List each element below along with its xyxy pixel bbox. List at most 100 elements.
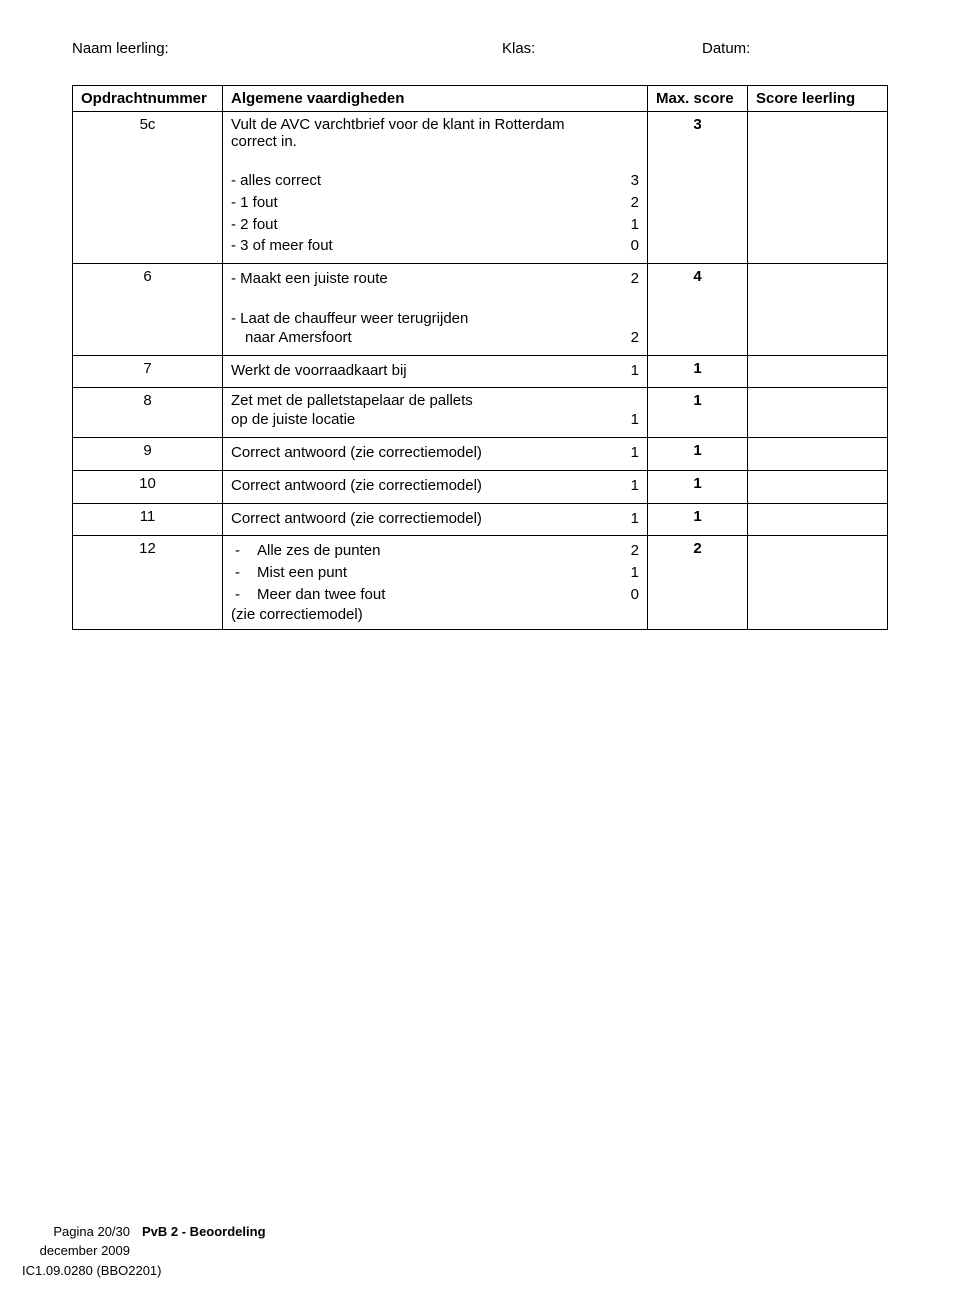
table-row: 8 Zet met de palletstapelaar de pallets … <box>73 388 888 438</box>
cell-empty <box>73 156 223 264</box>
table-header-row: Opdrachtnummer Algemene vaardigheden Max… <box>73 86 888 112</box>
footer-date: december 2009 <box>22 1241 142 1261</box>
cell-score <box>748 470 888 503</box>
footer-title: PvB 2 - Beoordeling <box>142 1222 266 1242</box>
sub-row: naar Amersfoort 2 <box>231 327 639 349</box>
cell-maxscore: 3 <box>648 112 748 157</box>
sub-text: op de juiste locatie <box>231 409 593 431</box>
sub-num: 2 <box>593 192 639 214</box>
sub-text: - 2 fout <box>231 214 593 236</box>
table-row: 10 Correct antwoord (zie correctiemodel)… <box>73 470 888 503</box>
sub-row: Werkt de voorraadkaart bij 1 <box>231 360 639 382</box>
table-row: - alles correct3 - 1 fout2 - 2 fout1 - 3… <box>73 156 888 264</box>
bullet-row: - Mist een punt 1 <box>231 562 639 584</box>
cell-score <box>748 388 888 438</box>
sub-num: 1 <box>593 409 639 431</box>
cell-num: 12 <box>73 536 223 629</box>
table-row: 12 - Alle zes de punten 2 - Mist een pun… <box>73 536 888 629</box>
label-naam: Naam leerling: <box>72 40 502 57</box>
cell-desc: Zet met de palletstapelaar de pallets op… <box>223 388 648 438</box>
sub-num: 1 <box>593 475 639 497</box>
cell-num: 11 <box>73 503 223 536</box>
cell-num: 5c <box>73 112 223 157</box>
cell-desc: - Laat de chauffeur weer terugrijden naa… <box>223 296 648 355</box>
cell-num: 6 <box>73 264 223 296</box>
cell-maxscore: 1 <box>648 388 748 438</box>
cell-score <box>748 112 888 157</box>
cell-desc: Werkt de voorraadkaart bij 1 <box>223 355 648 388</box>
label-klas: Klas: <box>502 40 702 57</box>
bullet-text: Meer dan twee fout <box>257 584 593 606</box>
table-row: 6 - Maakt een juiste route 2 4 <box>73 264 888 296</box>
bullet-row: - Meer dan twee fout 0 <box>231 584 639 606</box>
sub-row: - alles correct3 <box>231 170 639 192</box>
scoring-table: Opdrachtnummer Algemene vaardigheden Max… <box>72 85 888 630</box>
sub-text: - 3 of meer fout <box>231 235 593 257</box>
bullet-text: Mist een punt <box>257 562 593 584</box>
cell-desc: Correct antwoord (zie correctiemodel) 1 <box>223 438 648 471</box>
bullet-num: 2 <box>593 540 639 562</box>
dash-icon: - <box>231 540 257 562</box>
sub-num: 0 <box>593 235 639 257</box>
sub-row: Correct antwoord (zie correctiemodel) 1 <box>231 442 639 464</box>
cell-desc: - Alle zes de punten 2 - Mist een punt 1… <box>223 536 648 629</box>
cell-num: 8 <box>73 388 223 438</box>
cell-score <box>748 536 888 629</box>
text-line: Zet met de palletstapelaar de pallets <box>231 392 639 409</box>
cell-empty <box>648 296 748 355</box>
sub-row: - 1 fout2 <box>231 192 639 214</box>
sub-row: - 3 of meer fout0 <box>231 235 639 257</box>
cell-score <box>748 355 888 388</box>
text-line: - Laat de chauffeur weer terugrijden <box>231 310 639 327</box>
cell-score <box>748 503 888 536</box>
cell-num: 9 <box>73 438 223 471</box>
table-row: 9 Correct antwoord (zie correctiemodel) … <box>73 438 888 471</box>
sub-num: 1 <box>593 442 639 464</box>
cell-score <box>748 438 888 471</box>
bullet-num: 0 <box>593 584 639 606</box>
sub-num: 3 <box>593 170 639 192</box>
sub-num: 2 <box>593 327 639 349</box>
sub-num: 1 <box>593 214 639 236</box>
sub-text: Correct antwoord (zie correctiemodel) <box>231 475 593 497</box>
cell-desc: Correct antwoord (zie correctiemodel) 1 <box>223 503 648 536</box>
cell-maxscore: 1 <box>648 355 748 388</box>
cell-desc: - Maakt een juiste route 2 <box>223 264 648 296</box>
sub-text: - alles correct <box>231 170 593 192</box>
col-header-opdrachtnummer: Opdrachtnummer <box>73 86 223 112</box>
sub-text: - 1 fout <box>231 192 593 214</box>
sub-num: 2 <box>593 268 639 290</box>
table-row: 7 Werkt de voorraadkaart bij 1 1 <box>73 355 888 388</box>
cell-score <box>748 264 888 296</box>
cell-empty <box>648 156 748 264</box>
sub-text: - Maakt een juiste route <box>231 268 593 290</box>
sub-text: Werkt de voorraadkaart bij <box>231 360 593 382</box>
sub-num: 1 <box>593 508 639 530</box>
cell-maxscore: 2 <box>648 536 748 629</box>
sub-text: naar Amersfoort <box>231 327 593 349</box>
table-row: - Laat de chauffeur weer terugrijden naa… <box>73 296 888 355</box>
table-row: 5c Vult de AVC varchtbrief voor de klant… <box>73 112 888 157</box>
footer-pagina: Pagina 20/30 <box>22 1222 142 1242</box>
cell-maxscore: 1 <box>648 470 748 503</box>
sub-row: - Maakt een juiste route 2 <box>231 268 639 290</box>
cell-desc: - alles correct3 - 1 fout2 - 2 fout1 - 3… <box>223 156 648 264</box>
dash-icon: - <box>231 562 257 584</box>
cell-num: 10 <box>73 470 223 503</box>
cell-empty <box>748 156 888 264</box>
bullet-num: 1 <box>593 562 639 584</box>
sub-text: Correct antwoord (zie correctiemodel) <box>231 442 593 464</box>
cell-desc: Vult de AVC varchtbrief voor de klant in… <box>223 112 648 157</box>
text-line: correct in. <box>231 133 639 150</box>
sub-row: op de juiste locatie 1 <box>231 409 639 431</box>
cell-empty <box>73 296 223 355</box>
sub-num: 1 <box>593 360 639 382</box>
sub-row: Correct antwoord (zie correctiemodel) 1 <box>231 508 639 530</box>
col-header-scoreleerling: Score leerling <box>748 86 888 112</box>
cell-maxscore: 1 <box>648 438 748 471</box>
col-header-maxscore: Max. score <box>648 86 748 112</box>
bullet-row: - Alle zes de punten 2 <box>231 540 639 562</box>
sub-text: Correct antwoord (zie correctiemodel) <box>231 508 593 530</box>
page-header: Naam leerling: Klas: Datum: <box>72 40 888 57</box>
footer-code: IC1.09.0280 (BBO2201) <box>22 1261 161 1281</box>
